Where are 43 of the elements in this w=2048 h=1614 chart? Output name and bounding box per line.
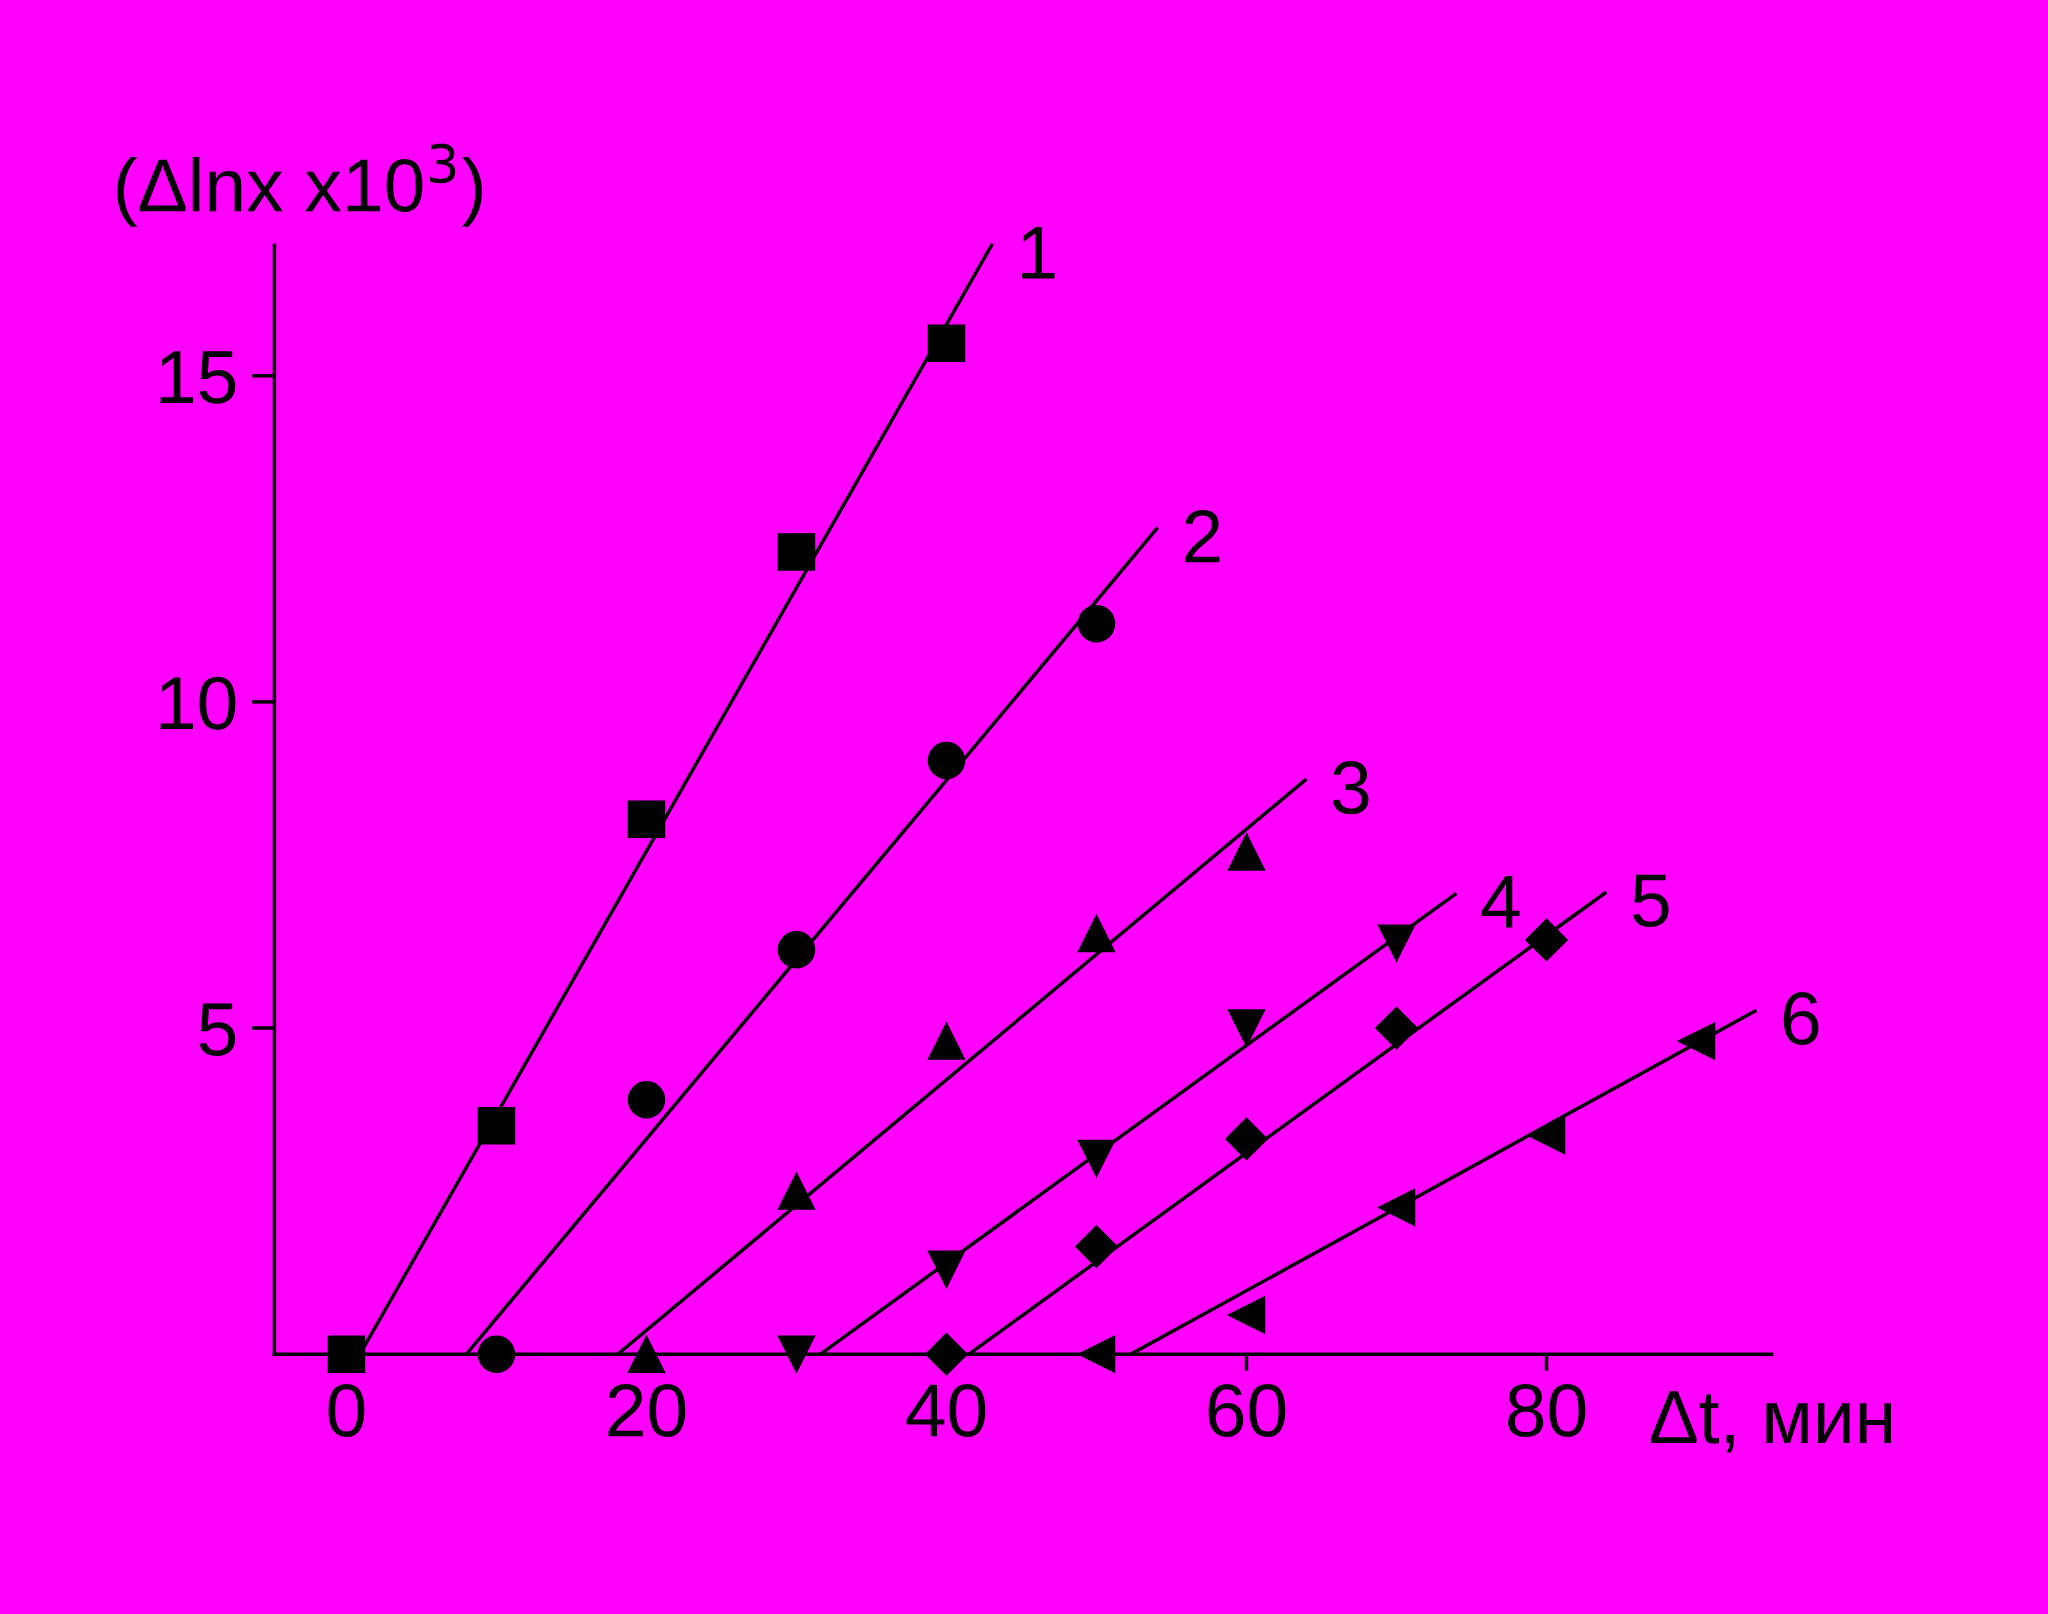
point	[1075, 1225, 1118, 1268]
x-axis-title: Δt, мин	[1650, 1391, 1891, 1453]
series-label: 2	[1185, 509, 1220, 563]
series-label: 1	[1022, 227, 1055, 279]
point	[777, 1335, 816, 1373]
point	[627, 1081, 666, 1119]
point	[1077, 604, 1116, 643]
point	[927, 1022, 966, 1060]
point	[627, 1335, 666, 1373]
series-label: 4	[1481, 876, 1520, 928]
point	[1227, 833, 1266, 871]
point	[777, 1172, 816, 1210]
point	[327, 1335, 366, 1373]
y-axis-title: (Δlnx x10$^{3}$)	[117, 143, 482, 227]
y-tick-label: 5	[199, 1003, 236, 1056]
y-tick-label: 15	[160, 351, 236, 404]
point	[1227, 1296, 1266, 1334]
point	[927, 324, 966, 362]
series-label: 6	[1783, 991, 1819, 1046]
y-tick-label: 10	[160, 676, 236, 730]
x-tick-label: 60	[1208, 1383, 1286, 1438]
point	[1377, 1188, 1416, 1227]
point	[1225, 1117, 1268, 1161]
x-tick-label: 40	[906, 1383, 986, 1438]
point	[927, 1250, 966, 1289]
x-tick-label: 0	[328, 1383, 365, 1438]
x-tick-label: 80	[1508, 1383, 1586, 1438]
x-tick-label: 20	[608, 1383, 686, 1438]
point	[1377, 924, 1416, 962]
series-label: 3	[1332, 761, 1369, 815]
point	[1077, 1139, 1116, 1178]
point	[927, 741, 966, 780]
point	[1677, 1022, 1716, 1060]
series-label: 5	[1633, 874, 1669, 928]
point	[777, 533, 816, 571]
point	[627, 800, 666, 839]
point	[1077, 914, 1116, 953]
point	[1527, 1116, 1566, 1155]
point	[1525, 918, 1568, 962]
point	[1227, 1009, 1266, 1047]
point	[777, 931, 816, 969]
point	[1375, 1006, 1418, 1050]
point	[477, 1107, 516, 1145]
